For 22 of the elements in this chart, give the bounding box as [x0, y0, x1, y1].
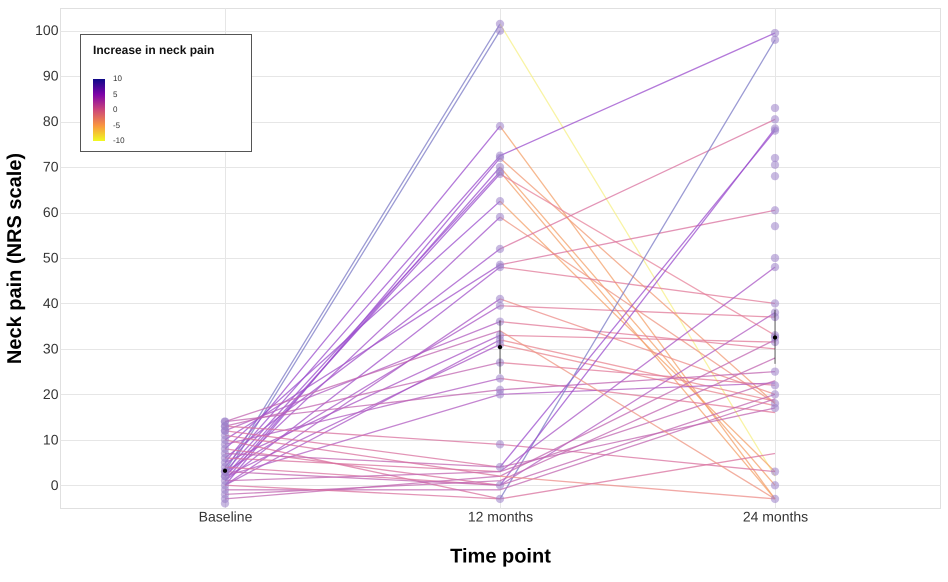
x-tick-label: 12 months	[468, 508, 534, 524]
y-tick-label: 40	[42, 294, 59, 311]
y-tick-label: 20	[42, 386, 59, 402]
y-tick-label: 60	[42, 204, 59, 220]
y-tick-label: 10	[42, 431, 59, 448]
annotation: -10	[113, 136, 125, 145]
x-tick-label: Baseline	[198, 508, 253, 524]
x-axis-title: Time point	[450, 546, 552, 568]
y-tick-label: 100	[35, 22, 59, 38]
y-tick-label: 30	[42, 340, 59, 356]
y-tick-label: 50	[42, 250, 59, 266]
annotation: 0	[113, 105, 118, 114]
color-bar-title: Increase in neck pain	[93, 43, 214, 57]
y-axis-title: Neck pain (NRS scale)	[4, 152, 26, 364]
annotation: 5	[113, 90, 118, 98]
y-tick-label: 0	[50, 476, 59, 493]
y-tick-label: 80	[42, 113, 59, 130]
x-tick-label: 24 months	[742, 508, 808, 524]
y-tick-label: 90	[42, 68, 59, 84]
annotation: 10	[113, 74, 122, 83]
annotation: -5	[113, 120, 120, 130]
y-tick-label: 70	[42, 158, 59, 175]
